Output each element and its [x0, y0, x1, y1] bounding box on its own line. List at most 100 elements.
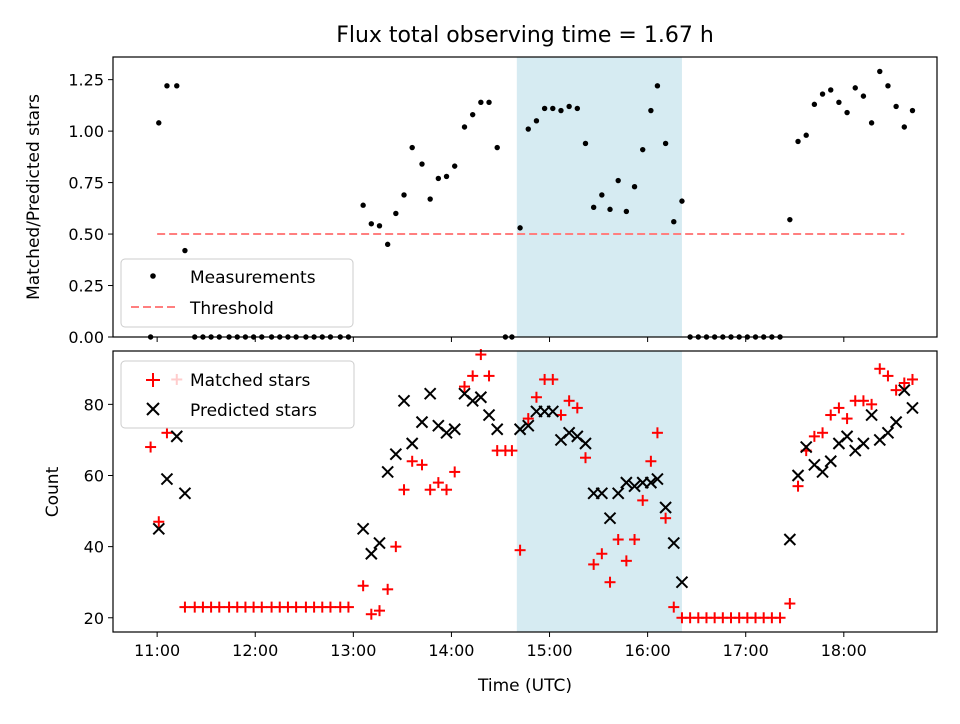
predicted-marker-b	[906, 401, 919, 415]
predicted-star-point	[356, 522, 370, 536]
predicted-star-point	[651, 472, 664, 486]
predicted-marker-b	[423, 387, 437, 400]
top-plot-frame	[112, 56, 938, 338]
measurement-point	[819, 91, 826, 97]
measurement-point	[409, 144, 415, 151]
measurement-point	[787, 216, 793, 223]
predicted-marker-b	[432, 419, 445, 432]
predicted-star-point	[381, 465, 394, 479]
matched-star-point	[660, 512, 672, 524]
predicted-star-point	[628, 479, 641, 493]
measurement-point	[679, 198, 685, 204]
predicted-star-point	[365, 547, 378, 560]
measurement-point	[550, 105, 556, 112]
matched-star-point	[833, 402, 845, 414]
matched-star-point	[651, 427, 663, 439]
measurement-point	[419, 161, 425, 167]
matched-star-point	[563, 395, 575, 407]
predicted-star-point	[865, 408, 878, 422]
predicted-marker-b	[857, 437, 870, 450]
measurement-point	[558, 107, 564, 114]
matched-star-point	[612, 534, 624, 546]
predicted-star-point	[881, 426, 895, 440]
predicted-star-point	[482, 408, 496, 422]
predicted-star-point	[799, 440, 813, 454]
measurement-point	[885, 83, 891, 89]
predicted-marker-b	[791, 469, 805, 482]
matched-star-point	[290, 601, 302, 613]
measurement-point	[836, 99, 842, 105]
measurement-point	[590, 204, 597, 210]
y-tick-label: 0.50	[68, 225, 104, 244]
predicted-star-point	[595, 487, 609, 500]
predicted-marker-b	[356, 522, 370, 536]
predicted-star-point	[490, 423, 504, 436]
predicted-marker-b	[571, 430, 584, 443]
top-panel: 0.00 0.25 0.50 0.75 1.00 1.25 Matched/Predict…	[24, 56, 938, 347]
measurement-point	[574, 105, 581, 112]
matched-star-point	[906, 373, 918, 385]
matched-star-point	[153, 516, 165, 528]
predicted-marker-b	[160, 472, 174, 486]
matched-star-point	[467, 370, 479, 382]
predicted-marker-b	[783, 533, 797, 546]
top-x-axis-ticks	[156, 337, 845, 342]
predicted-star-point	[603, 511, 617, 525]
predicted-marker-b	[474, 391, 488, 404]
predicted-marker-b	[651, 472, 664, 486]
measurement-point	[486, 99, 492, 105]
measurement-point	[566, 103, 572, 110]
predicted-marker-b	[482, 408, 496, 422]
predicted-marker-b	[546, 405, 560, 418]
predicted-star-point	[389, 447, 403, 461]
measurement-point	[376, 223, 383, 229]
predicted-star-point	[783, 533, 797, 546]
predicted-marker-b	[824, 455, 837, 468]
predicted-star-point	[579, 437, 592, 450]
matched-star-point	[784, 598, 796, 610]
measurement-points	[147, 68, 916, 340]
measurement-point	[541, 105, 548, 112]
predicted-marker-b	[675, 575, 689, 589]
predicted-star-point	[667, 536, 680, 550]
predicted-marker-b	[415, 415, 429, 429]
predicted-star-point	[474, 391, 488, 404]
matched-star-point	[179, 601, 191, 613]
matched-star-point	[213, 601, 225, 613]
predicted-marker-b	[644, 476, 658, 489]
matched-star-point	[441, 484, 453, 496]
x-tick-label: 13:00	[330, 641, 376, 660]
matched-star-point	[530, 391, 542, 403]
measurement-point	[648, 107, 654, 114]
predicted-marker-b	[522, 419, 535, 432]
x-tick-label: 11:00	[134, 641, 180, 660]
predicted-marker-b	[513, 423, 527, 436]
bottom-y-axis-ticks: 20 40 60 80	[84, 395, 113, 628]
bottom-legend-box	[120, 360, 355, 429]
predicted-star-point	[816, 465, 829, 479]
measurement-point	[525, 126, 531, 132]
matched-star-point	[620, 555, 632, 567]
legend-measurements-label: Measurements	[190, 268, 316, 288]
measurement-point	[451, 163, 458, 169]
measurement-point	[623, 208, 630, 215]
predicted-star-point	[152, 522, 165, 536]
matched-star-point	[522, 413, 534, 425]
matched-star-point	[514, 544, 526, 556]
measurement-point	[533, 118, 540, 124]
predicted-marker-b	[170, 430, 183, 443]
legend-predicted-label: Predicted stars	[190, 401, 317, 421]
predicted-marker-b	[458, 387, 471, 400]
matched-star-point	[604, 576, 616, 588]
measurement-point	[901, 124, 908, 130]
predicted-marker-b	[595, 487, 609, 500]
predicted-marker-b	[405, 437, 419, 450]
matched-star-point	[547, 373, 559, 385]
predicted-marker-b	[611, 487, 625, 500]
predicted-star-point	[824, 455, 837, 468]
measurement-point	[877, 68, 883, 75]
top-legend-box	[120, 258, 354, 328]
matched-star-point	[342, 601, 354, 613]
